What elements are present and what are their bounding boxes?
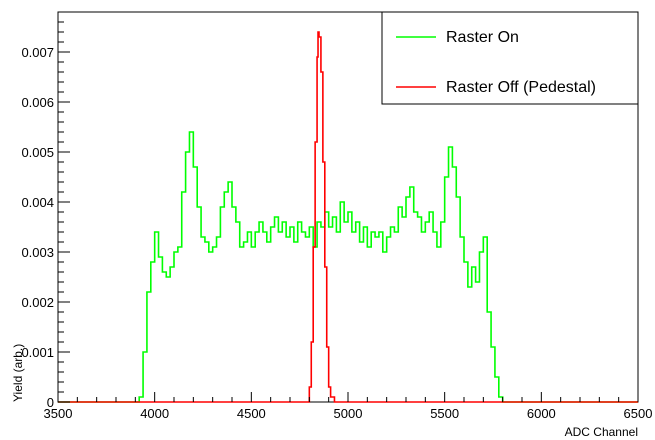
y-tick-label: 0.004: [21, 195, 54, 210]
legend-box: [381, 11, 639, 105]
y-tick-label: 0.005: [21, 145, 54, 160]
x-tick-label: 5500: [430, 406, 459, 421]
y-tick-label: 0.001: [21, 345, 54, 360]
x-tick-label: 3500: [44, 406, 73, 421]
series-line-1: [58, 31, 638, 403]
y-tick-label: 0.003: [21, 245, 54, 260]
y-tick-label: 0.002: [21, 295, 54, 310]
y-tick-label: 0: [47, 395, 54, 410]
x-tick-label: 5000: [334, 406, 363, 421]
legend-label-raster-on: Raster On: [446, 29, 519, 46]
x-axis-title: ADC Channel: [565, 425, 638, 439]
x-tick-label: 6000: [527, 406, 556, 421]
series-line-0: [58, 131, 638, 403]
x-tick-label: 4000: [140, 406, 169, 421]
legend: Raster On Raster Off (Pedestal): [381, 11, 639, 105]
y-axis: 0 0.001 0.002 0.003 0.004 0.005 0.006 0.007: [21, 11, 70, 410]
x-axis: 3500 4000 4500 5000 5500 6000 6500: [44, 392, 653, 421]
y-tick-label: 0.006: [21, 95, 54, 110]
y-tick-label: 0.007: [21, 45, 54, 60]
x-tick-label: 6500: [624, 406, 653, 421]
series-layer: [58, 31, 638, 403]
y-axis-title: Yield (arb.): [11, 344, 25, 402]
x-tick-label: 4500: [237, 406, 266, 421]
legend-label-raster-off: Raster Off (Pedestal): [446, 79, 596, 96]
